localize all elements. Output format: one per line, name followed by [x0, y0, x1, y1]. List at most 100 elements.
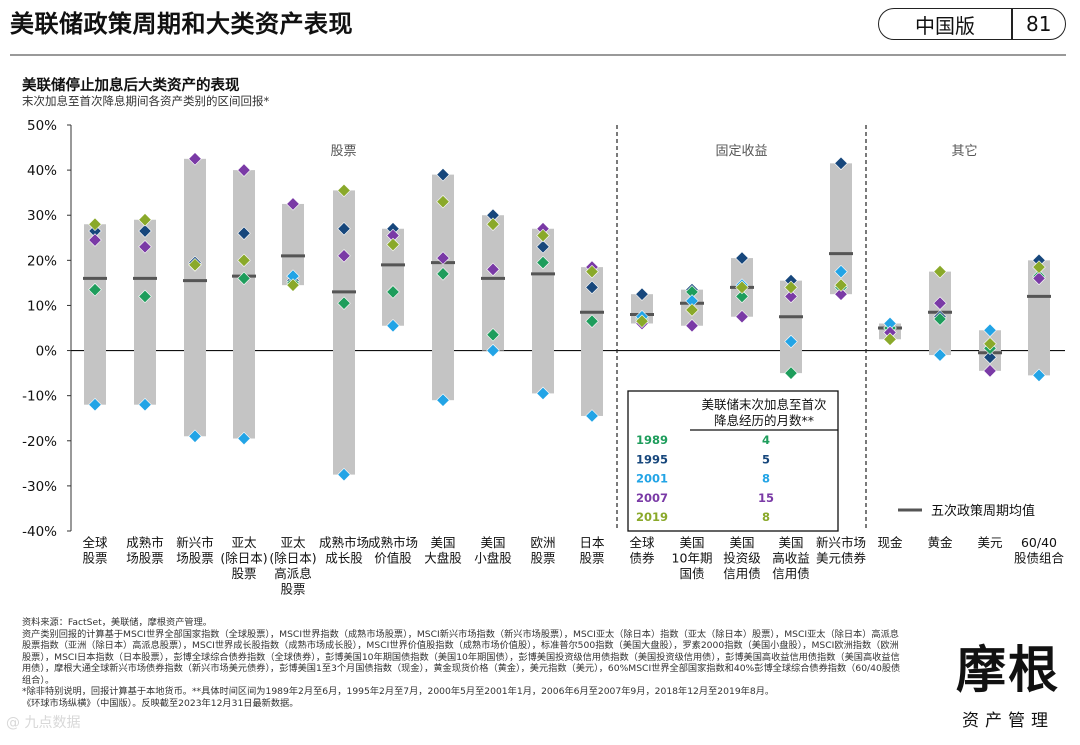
range-bar — [1028, 260, 1050, 376]
x-category-label: 10年期 — [672, 551, 713, 566]
range-bar — [581, 267, 603, 416]
data-point-2007 — [933, 296, 947, 310]
legend-year-2019: 2019 — [636, 510, 668, 524]
data-point-2019 — [685, 303, 699, 317]
chart-title: 美联储停止加息后大类资产的表现 — [22, 78, 240, 94]
data-point-2001 — [585, 409, 599, 423]
data-point-2019 — [337, 183, 351, 198]
range-bar — [333, 190, 355, 475]
legend-months-2019: 8 — [762, 510, 770, 524]
x-category-label: 大盘股 — [424, 551, 462, 566]
x-category-label: 成熟市场 — [319, 535, 369, 550]
x-category-label: 亚太 — [231, 535, 257, 550]
logo-brand: 摩根 — [956, 640, 1060, 699]
x-category-label: 60/40 — [1021, 535, 1057, 550]
data-point-2001 — [237, 431, 251, 446]
footnotes: 资料来源：FactSet，美联储，摩根资产管理。 资产类别回报的计算基于MSCI… — [22, 617, 902, 709]
data-point-2001 — [386, 319, 400, 333]
legend-months-1995: 5 — [762, 452, 770, 466]
data-point-2007 — [286, 197, 300, 211]
range-bar — [432, 174, 454, 401]
y-tick-label: 20% — [27, 253, 57, 269]
data-point-2019 — [386, 237, 400, 252]
data-point-2007 — [237, 163, 251, 177]
x-category-label: 价值股 — [374, 551, 412, 566]
range-bar — [233, 170, 255, 439]
x-category-label: 债券 — [629, 551, 655, 566]
watermark: @ 九点数据 — [6, 715, 81, 731]
data-point-2019 — [635, 314, 649, 328]
data-point-2019 — [88, 217, 102, 231]
x-category-label: 美国 — [778, 535, 803, 550]
data-point-2019 — [735, 280, 749, 295]
data-point-1995 — [138, 224, 152, 238]
data-point-1989 — [436, 267, 450, 281]
data-point-2007 — [436, 251, 450, 265]
data-point-1989 — [237, 271, 251, 286]
data-point-2019 — [983, 337, 997, 351]
data-point-1995 — [834, 156, 848, 171]
data-point-1989 — [933, 312, 947, 326]
data-point-1995 — [337, 222, 351, 236]
x-category-label: 成熟市场 — [368, 535, 418, 550]
legend-table-frame — [627, 390, 839, 532]
data-point-2019 — [784, 280, 798, 295]
y-tick-label: -40% — [22, 524, 57, 540]
x-category-label: 美国 — [480, 535, 505, 550]
data-point-2001 — [784, 334, 798, 349]
legend-table-header: 降息经历的月数** — [714, 413, 814, 428]
x-category-label: 信用债 — [772, 566, 810, 581]
range-bar — [780, 280, 802, 374]
data-point-2007 — [188, 152, 202, 166]
x-category-label: 股票 — [280, 582, 305, 597]
x-category-label: 美国 — [430, 535, 455, 550]
legend-year-1989: 1989 — [636, 433, 668, 447]
legend-year-2007: 2007 — [636, 491, 668, 505]
data-point-2019 — [933, 264, 947, 279]
x-category-label: (除日本) — [269, 551, 316, 566]
jpmorgan-logo: 摩根 资产管理 — [948, 640, 1068, 731]
data-point-2019 — [138, 213, 152, 227]
y-tick-label: 50% — [27, 118, 57, 134]
x-category-label: 欧洲 — [530, 535, 555, 550]
footnote-periods: *除非特别说明，回报计算基于本地货币。**具体时间区间为1989年2月至6月，1… — [22, 686, 775, 697]
x-category-label: 新兴市场 — [816, 535, 866, 550]
x-category-label: 现金 — [877, 535, 903, 550]
data-point-2007 — [983, 364, 997, 378]
page-title: 美联储政策周期和大类资产表现 — [10, 10, 353, 38]
range-bar — [482, 215, 504, 351]
legend-months-1989: 4 — [762, 433, 770, 447]
y-tick-label: -30% — [22, 479, 57, 495]
data-point-2001 — [337, 467, 351, 482]
x-category-label: 美元 — [977, 535, 1002, 550]
x-category-label: 成长股 — [325, 551, 363, 566]
data-point-1995 — [735, 251, 749, 265]
x-category-label: (除日本) — [220, 551, 267, 566]
y-tick-label: -10% — [22, 389, 57, 405]
section-label: 股票 — [330, 144, 356, 159]
header-divider — [10, 54, 1066, 56]
data-point-1989 — [88, 282, 102, 297]
data-point-2007 — [834, 287, 848, 301]
data-point-2007 — [486, 262, 500, 277]
x-category-label: 美国 — [729, 535, 754, 550]
data-point-2019 — [436, 194, 450, 209]
data-point-2019 — [883, 332, 897, 347]
data-point-2001 — [138, 397, 152, 412]
data-point-1989 — [337, 296, 351, 310]
data-point-2007 — [88, 233, 102, 247]
y-tick-label: 30% — [27, 208, 57, 224]
data-point-1989 — [536, 255, 550, 270]
data-point-2007 — [337, 249, 351, 263]
data-point-1995 — [983, 350, 997, 365]
data-point-2007 — [685, 319, 699, 333]
data-point-2001 — [834, 264, 848, 279]
data-point-2007 — [1032, 271, 1046, 286]
data-point-2019 — [585, 264, 599, 279]
x-category-label: 新兴市 — [176, 535, 214, 550]
section-label: 其它 — [951, 143, 977, 159]
x-category-label: 场股票 — [126, 551, 164, 566]
section-label: 固定收益 — [715, 144, 767, 159]
range-bar — [84, 224, 106, 405]
